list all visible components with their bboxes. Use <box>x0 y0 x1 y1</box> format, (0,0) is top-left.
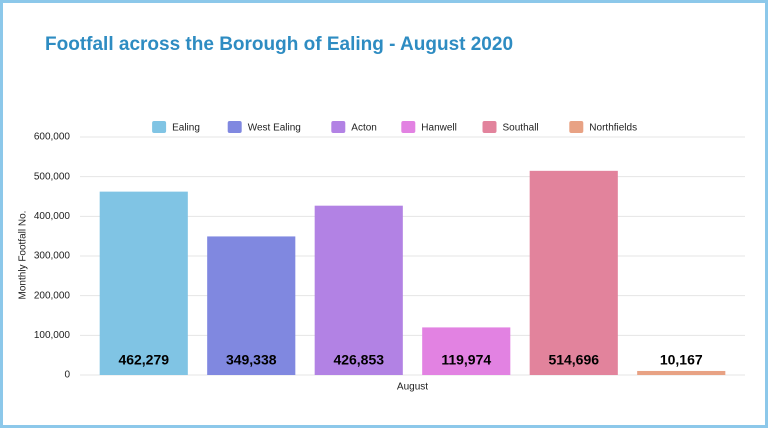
value-label: 349,338 <box>226 352 277 368</box>
legend-label: Acton <box>351 123 377 134</box>
bar <box>529 170 618 375</box>
legend-swatch <box>482 121 497 133</box>
legend-swatch <box>331 121 346 133</box>
bar <box>99 191 188 375</box>
bar <box>637 370 726 375</box>
bar <box>422 327 511 375</box>
x-tick-label: August <box>397 382 428 393</box>
y-tick-label: 100,000 <box>34 330 71 341</box>
legend-label: Southall <box>503 123 539 134</box>
legend-label: Ealing <box>172 123 200 134</box>
value-label: 462,279 <box>118 352 169 368</box>
chart: Footfall across the Borough of Ealing - … <box>18 34 745 393</box>
legend-label: West Ealing <box>248 123 301 134</box>
y-tick-label: 400,000 <box>34 211 71 222</box>
legend-label: Hanwell <box>421 123 457 134</box>
y-tick-label: 0 <box>64 370 70 381</box>
legend-label: Northfields <box>589 123 637 134</box>
legend-swatch <box>227 121 242 133</box>
bar <box>314 205 403 375</box>
y-axis-title: Monthly Footfall No. <box>18 211 29 300</box>
chart-title: Footfall across the Borough of Ealing - … <box>45 34 513 55</box>
bar <box>207 236 296 375</box>
legend-swatch <box>401 121 416 133</box>
y-tick-label: 300,000 <box>34 251 71 262</box>
y-tick-label: 500,000 <box>34 171 71 182</box>
legend-swatch <box>569 121 584 133</box>
y-tick-label: 200,000 <box>34 290 71 301</box>
value-label: 119,974 <box>441 352 491 368</box>
y-tick-label: 600,000 <box>34 132 71 143</box>
value-label: 514,696 <box>548 352 599 368</box>
value-label: 10,167 <box>660 352 703 368</box>
value-label: 426,853 <box>333 352 384 368</box>
legend-swatch <box>152 121 167 133</box>
